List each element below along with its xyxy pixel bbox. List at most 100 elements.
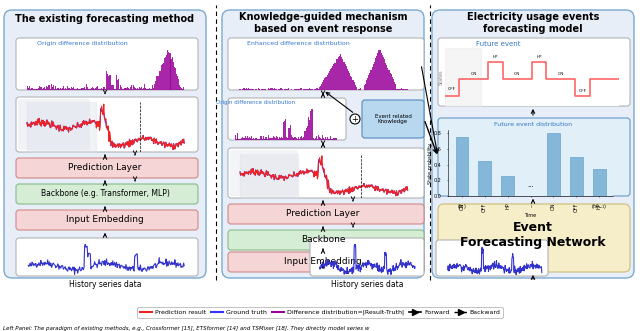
- Bar: [262, 139, 263, 140]
- Bar: [372, 64, 374, 90]
- Bar: [384, 59, 385, 90]
- Bar: [332, 139, 333, 140]
- Bar: [88, 89, 89, 90]
- Bar: [108, 76, 109, 90]
- Bar: [86, 84, 87, 90]
- Bar: [180, 87, 181, 90]
- Bar: [42, 89, 43, 90]
- Bar: [282, 138, 283, 140]
- Bar: [277, 137, 278, 140]
- Text: Future event: Future event: [476, 41, 520, 47]
- Bar: [278, 134, 279, 140]
- Bar: [287, 138, 288, 140]
- Text: ON: ON: [557, 72, 564, 76]
- FancyBboxPatch shape: [436, 240, 548, 276]
- Bar: [27, 86, 28, 90]
- Bar: [168, 52, 170, 90]
- Bar: [297, 139, 298, 140]
- Bar: [328, 138, 329, 140]
- Bar: [269, 138, 270, 140]
- Bar: [338, 57, 339, 90]
- Bar: [254, 139, 255, 140]
- Bar: [166, 55, 168, 90]
- FancyBboxPatch shape: [16, 210, 198, 230]
- Bar: [63, 86, 64, 90]
- Bar: [143, 88, 145, 90]
- Bar: [305, 131, 306, 140]
- Bar: [181, 88, 182, 90]
- Bar: [399, 89, 400, 90]
- FancyBboxPatch shape: [438, 204, 630, 272]
- Bar: [380, 50, 381, 90]
- FancyBboxPatch shape: [228, 148, 424, 198]
- Bar: [286, 89, 287, 90]
- Bar: [371, 70, 372, 90]
- Bar: [140, 88, 141, 90]
- Bar: [40, 87, 41, 90]
- Bar: [64, 89, 65, 90]
- Text: ON: ON: [514, 72, 520, 76]
- Bar: [392, 77, 393, 90]
- Bar: [310, 111, 311, 140]
- Bar: [375, 58, 376, 90]
- Bar: [49, 85, 50, 90]
- Bar: [381, 55, 383, 90]
- Text: Backbone (e.g. Transformer, MLP): Backbone (e.g. Transformer, MLP): [40, 190, 170, 199]
- Bar: [397, 89, 399, 90]
- FancyBboxPatch shape: [228, 38, 424, 90]
- Bar: [29, 86, 30, 90]
- Bar: [95, 88, 96, 90]
- Bar: [138, 89, 139, 90]
- Bar: [255, 138, 256, 140]
- Bar: [265, 89, 266, 90]
- Bar: [131, 85, 132, 90]
- Bar: [387, 68, 388, 90]
- Bar: [341, 57, 342, 90]
- Bar: [304, 89, 305, 90]
- Bar: [60, 88, 61, 90]
- Bar: [570, 157, 582, 196]
- Bar: [30, 89, 31, 90]
- Text: Input Embedding: Input Embedding: [284, 258, 362, 266]
- Bar: [159, 71, 160, 90]
- Bar: [314, 139, 315, 140]
- Bar: [356, 87, 357, 90]
- Bar: [293, 89, 294, 90]
- Bar: [117, 80, 118, 90]
- Bar: [278, 89, 280, 90]
- Bar: [134, 87, 135, 90]
- Bar: [267, 89, 268, 90]
- Bar: [286, 137, 287, 140]
- Bar: [295, 137, 296, 140]
- Bar: [61, 88, 63, 90]
- Bar: [248, 88, 249, 90]
- Bar: [152, 85, 153, 90]
- Bar: [347, 69, 348, 90]
- Bar: [73, 87, 74, 90]
- Bar: [294, 89, 295, 90]
- Text: Enhanced difference distribution: Enhanced difference distribution: [246, 41, 349, 46]
- Bar: [325, 137, 326, 140]
- Bar: [279, 89, 280, 90]
- Text: Event
Forecasting Network: Event Forecasting Network: [460, 221, 606, 249]
- Bar: [244, 89, 246, 90]
- Bar: [274, 88, 275, 90]
- Bar: [250, 89, 252, 90]
- Text: Future event distribution: Future event distribution: [494, 122, 572, 127]
- Bar: [170, 59, 172, 90]
- Bar: [55, 86, 56, 90]
- Bar: [334, 138, 335, 140]
- Bar: [366, 80, 367, 90]
- Bar: [316, 88, 317, 90]
- Bar: [67, 86, 68, 90]
- Bar: [77, 88, 79, 90]
- Bar: [100, 89, 101, 90]
- Bar: [280, 88, 282, 90]
- Bar: [241, 137, 242, 140]
- FancyBboxPatch shape: [438, 38, 630, 106]
- Bar: [321, 84, 322, 90]
- Bar: [302, 138, 303, 140]
- Bar: [292, 137, 293, 140]
- Bar: [318, 139, 319, 140]
- Bar: [246, 88, 247, 90]
